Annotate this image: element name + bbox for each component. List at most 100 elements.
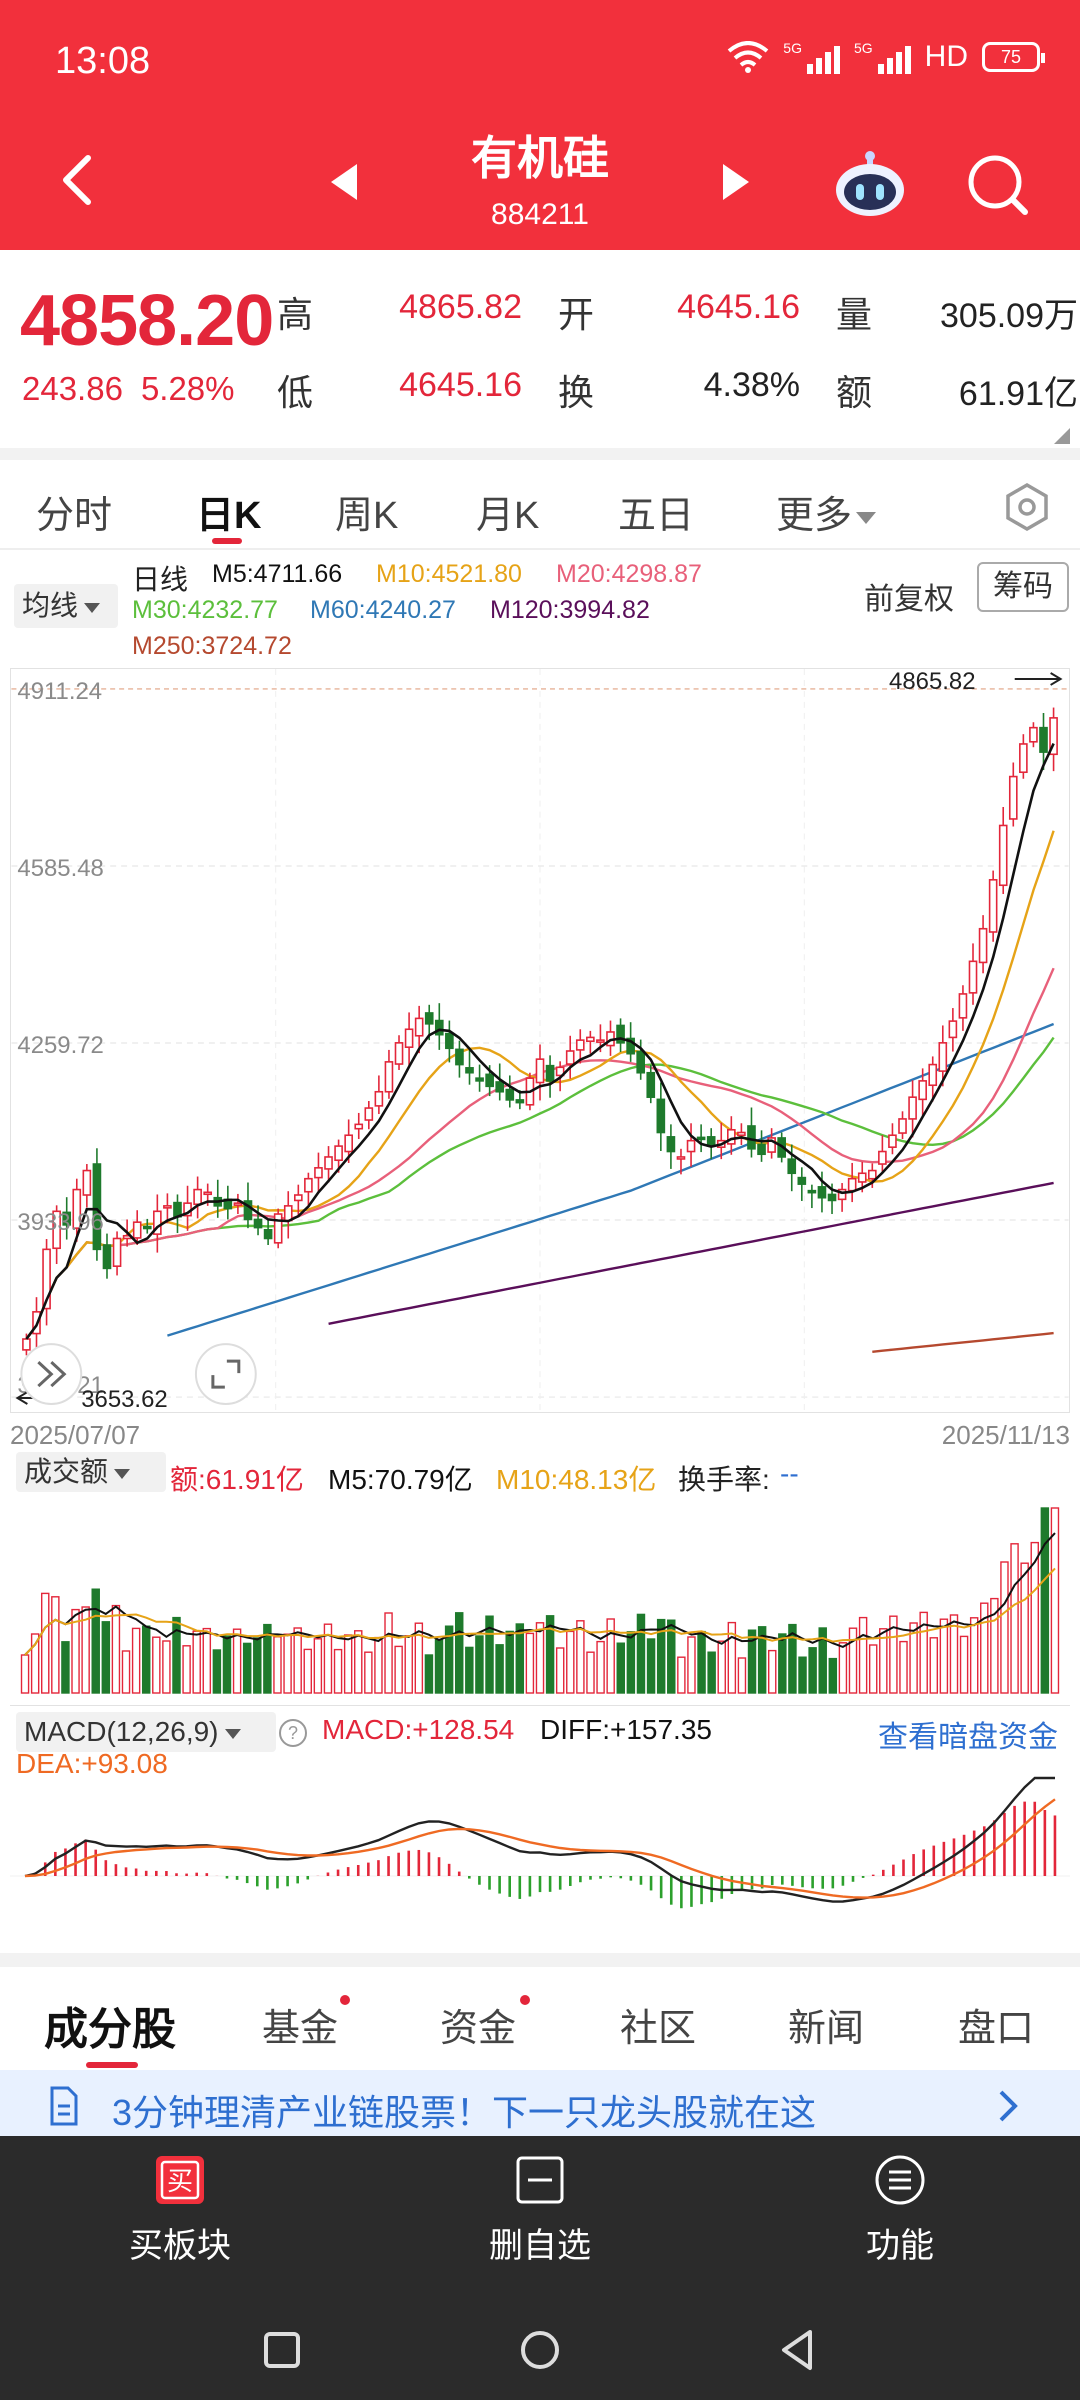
detail-tabs: 成分股 基金 资金 社区 新闻 盘口 <box>0 1967 1080 2069</box>
candle-body <box>293 1194 303 1202</box>
candle-body <box>918 1080 927 1101</box>
candle-body <box>132 1221 142 1239</box>
expand-button[interactable] <box>20 1343 83 1406</box>
candle-body <box>656 1098 666 1134</box>
volume-bar <box>818 1627 827 1694</box>
ma-type-select[interactable]: 均线 <box>14 584 118 628</box>
kline-chart[interactable]: 4911.244585.484259.723933.963608.214865.… <box>10 668 1070 1413</box>
tab-community[interactable]: 社区 <box>620 2008 697 2050</box>
app-header: 13:08 5G 5G HD 75 有机硅 884211 <box>0 0 1080 250</box>
volume-bar <box>1030 1541 1039 1694</box>
candle-body <box>948 1020 958 1039</box>
date-start: 2025/07/07 <box>10 1420 141 1450</box>
indicator-select[interactable]: MACD(12,26,9) <box>16 1712 276 1752</box>
y-tick-label: 4911.24 <box>17 678 102 705</box>
back-nav-icon[interactable] <box>770 2322 826 2378</box>
volume-bar <box>848 1627 858 1694</box>
volume-type-select[interactable]: 成交额 <box>16 1452 166 1492</box>
volume-label: 量 <box>836 294 873 335</box>
volume-bar <box>273 1636 282 1694</box>
volume-bar <box>879 1628 888 1694</box>
search-icon[interactable] <box>965 152 1031 218</box>
volume-bar <box>687 1636 696 1694</box>
promo-banner-text: 3分钟理清产业链股票！下一只龙头股就在这 <box>112 2092 817 2133</box>
volume-bar <box>798 1656 807 1694</box>
volume-bar <box>1000 1561 1009 1694</box>
candle-body <box>636 1050 646 1074</box>
candle-body <box>424 1012 434 1025</box>
volume-bar <box>323 1623 333 1694</box>
volume-bar <box>303 1648 313 1694</box>
recents-icon[interactable] <box>254 2322 310 2378</box>
volume-chart[interactable] <box>10 1498 1070 1698</box>
back-icon[interactable] <box>50 150 110 210</box>
tab-weekly-k[interactable]: 周K <box>335 495 399 537</box>
candle-body <box>82 1169 92 1196</box>
candle-body <box>555 1066 565 1077</box>
ma-period: 日线 <box>132 564 189 595</box>
ma30-label: M30:4232.77 <box>132 596 278 624</box>
expand-corner-icon[interactable] <box>1054 428 1070 444</box>
tab-more[interactable]: 更多 <box>776 484 877 539</box>
volume-bar <box>1020 1562 1029 1694</box>
stock-title: 有机硅 <box>471 132 609 184</box>
tab-five-day[interactable]: 五日 <box>618 495 695 537</box>
ma5-label: M5:4711.66 <box>212 560 343 588</box>
macd-chart[interactable] <box>10 1776 1070 1948</box>
volume-bar <box>343 1634 353 1694</box>
signal-icon-2: 5G <box>854 40 911 74</box>
candle-body <box>243 1200 253 1221</box>
tab-order-book[interactable]: 盘口 <box>958 2008 1035 2050</box>
promo-banner[interactable]: 3分钟理清产业链股票！下一只龙头股就在这 <box>0 2070 1080 2136</box>
candle-body <box>888 1134 897 1148</box>
action-bar: 买 买板块 删自选 功能 <box>0 2136 1080 2301</box>
volume-value: 305.09万 <box>940 297 1078 335</box>
tab-news[interactable]: 新闻 <box>788 2008 865 2050</box>
tab-intraday[interactable]: 分时 <box>36 495 113 537</box>
volume-bar <box>980 1602 989 1694</box>
tab-constituents[interactable]: 成分股 <box>44 2005 176 2054</box>
volume-bar <box>767 1649 777 1694</box>
prev-stock-icon[interactable] <box>325 160 365 204</box>
home-icon[interactable] <box>512 2322 568 2378</box>
candle-body <box>92 1163 102 1251</box>
adjust-mode[interactable]: 前复权 <box>864 583 954 616</box>
volume-bar <box>677 1656 686 1694</box>
tab-underline <box>86 2062 138 2068</box>
tab-funds[interactable]: 基金 <box>262 2008 339 2050</box>
tab-capital[interactable]: 资金 <box>440 2008 517 2050</box>
volume-bar <box>727 1621 737 1694</box>
candle-body <box>112 1237 122 1267</box>
candle-body <box>928 1063 938 1087</box>
fullscreen-button[interactable] <box>194 1343 257 1406</box>
candle-body <box>988 879 998 933</box>
volume-bar <box>20 1654 30 1694</box>
chevron-down-icon <box>224 1728 241 1739</box>
volume-bar <box>41 1592 50 1694</box>
remove-watchlist-button[interactable]: 删自选 <box>440 2154 640 2267</box>
help-icon[interactable]: ? <box>278 1718 308 1748</box>
candle-body <box>414 1017 424 1037</box>
next-stock-icon[interactable] <box>715 160 755 204</box>
open-label: 开 <box>558 294 595 335</box>
settings-hexagon-icon[interactable] <box>1002 482 1052 532</box>
volume-bar <box>949 1614 959 1694</box>
candle-body <box>334 1145 343 1162</box>
volume-bar <box>51 1596 60 1694</box>
volume-bar <box>697 1630 706 1694</box>
robot-assistant-icon[interactable] <box>832 148 908 218</box>
volume-legend: 成交额 额:61.91亿 M5:70.79亿 M10:48.13亿 换手率: -… <box>10 1448 1070 1496</box>
candle-body <box>344 1134 353 1153</box>
volume-bar <box>283 1633 292 1694</box>
dark-pool-link[interactable]: 查看暗盘资金 <box>878 1721 1058 1754</box>
status-icons: 5G 5G HD 75 <box>727 40 1045 74</box>
tab-monthly-k[interactable]: 月K <box>476 495 540 537</box>
volume-bar <box>636 1613 646 1694</box>
volume-bar <box>1050 1507 1060 1694</box>
chips-button[interactable]: 筹码 <box>977 562 1069 612</box>
turnover-rate-label: 换手率: <box>678 1464 770 1495</box>
volume-bar <box>162 1640 171 1694</box>
functions-button[interactable]: 功能 <box>800 2154 1000 2267</box>
buy-sector-button[interactable]: 买 买板块 <box>80 2154 280 2267</box>
tab-daily-k[interactable]: 日K <box>196 495 262 537</box>
